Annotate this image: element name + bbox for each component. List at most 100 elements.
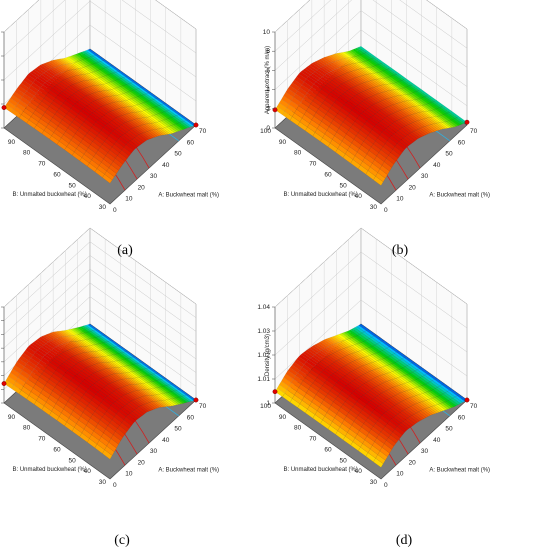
x-tick-label: 70 [199, 128, 207, 135]
surface-patch [381, 340, 392, 348]
panel-c: 0246810121401020304050607030405060708090… [0, 227, 219, 489]
surface-patch [366, 51, 377, 59]
surface-patch [140, 361, 151, 369]
z-tick-label: 4 [266, 87, 270, 94]
x-axis-title: A: Buckwheat malt (%) [429, 192, 490, 198]
design-point [464, 119, 470, 125]
z-tick-label: 2 [266, 106, 270, 113]
y-tick-label: 60 [53, 171, 61, 178]
x-tick-label: 0 [384, 207, 388, 214]
y-tick-label: 30 [370, 204, 378, 211]
z-tick-label: 1.02 [257, 352, 270, 359]
panel-label-a: (a) [117, 243, 133, 258]
x-tick-label: 70 [199, 403, 207, 410]
y-tick-label: 30 [99, 204, 107, 211]
surface-patch [170, 383, 182, 390]
x-tick-label: 50 [445, 426, 453, 433]
panel-label-d: (d) [396, 533, 413, 548]
design-point [193, 397, 199, 403]
surface-patch [125, 350, 136, 358]
x-tick-label: 20 [138, 184, 146, 191]
surface-patch [155, 372, 166, 379]
wall-gridline [274, 0, 468, 33]
response-surface [274, 46, 468, 186]
surface-patch [426, 94, 437, 102]
x-tick-label: 50 [174, 426, 182, 433]
x-tick-label: 50 [174, 151, 182, 158]
x-axis-title: A: Buckwheat malt (%) [158, 192, 219, 198]
z-tick-label: 0 [266, 125, 270, 132]
surface-patch [434, 100, 445, 107]
x-tick-label: 0 [113, 482, 117, 489]
x-tick-label: 10 [396, 196, 404, 203]
x-tick-label: 20 [409, 184, 417, 191]
y-tick-label: 80 [294, 425, 302, 432]
z-tick-label: 1 [266, 400, 270, 407]
design-point [272, 389, 278, 395]
surface-patch [117, 345, 129, 352]
y-tick-label: 70 [38, 161, 46, 168]
x-tick-label: 50 [445, 151, 453, 158]
y-tick-label: 90 [279, 414, 287, 421]
panel-label-c: (c) [114, 533, 130, 548]
surface-patch [178, 388, 189, 396]
y-tick-label: 60 [53, 446, 61, 453]
surface-patch [133, 81, 144, 88]
response-surface [3, 48, 197, 184]
y-tick-label: 90 [279, 139, 287, 146]
surface-patch [388, 345, 400, 353]
x-axis-title: A: Buckwheat malt (%) [158, 467, 219, 473]
y-tick-label: 50 [339, 457, 347, 464]
x-tick-label: 60 [458, 414, 466, 421]
x-tick-label: 20 [138, 459, 146, 466]
panel-a: 0102030400102030405060703040506070809010… [0, 0, 219, 214]
response-surface [3, 323, 197, 460]
y-tick-label: 50 [339, 182, 347, 189]
design-point [272, 107, 278, 113]
surface-patch [441, 383, 453, 391]
surface-patch [155, 97, 166, 105]
panel-b: 024681001020304050607030405060708090100A… [260, 0, 490, 214]
surface-patch [133, 356, 144, 363]
z-axis-title: Density (g/cm3) [265, 334, 271, 376]
z-tick-label: 10 [263, 29, 271, 36]
y-tick-label: 70 [309, 161, 317, 168]
z-tick-label: 8 [266, 48, 270, 55]
surface-patch [441, 105, 453, 113]
z-tick-label: 1.01 [257, 376, 270, 383]
wall-gridline [274, 0, 468, 71]
y-tick-label: 90 [8, 139, 16, 146]
y-tick-label: 80 [23, 425, 31, 432]
y-tick-label: 60 [324, 446, 332, 453]
design-point [1, 105, 7, 110]
design-point [464, 397, 470, 403]
y-tick-label: 100 [260, 128, 271, 135]
x-tick-label: 10 [125, 196, 133, 203]
x-tick-label: 10 [396, 471, 404, 478]
panel-label-b: (b) [392, 243, 409, 258]
surface-patch [388, 67, 400, 75]
y-tick-label: 40 [355, 468, 363, 475]
design-point [1, 381, 7, 386]
y-axis-title: B: Unmalted buckwheat (%) [13, 192, 87, 198]
surface-patch [148, 92, 159, 99]
response-surface [274, 323, 468, 468]
y-tick-label: 30 [370, 479, 378, 486]
y-tick-label: 80 [23, 150, 31, 157]
surface-patch [449, 111, 460, 118]
x-tick-label: 60 [187, 139, 195, 146]
x-tick-label: 70 [470, 128, 478, 135]
y-tick-label: 100 [260, 403, 271, 410]
y-tick-label: 40 [355, 193, 363, 200]
x-tick-label: 0 [113, 207, 117, 214]
wall-gridline [3, 0, 197, 33]
z-tick-label: 6 [266, 67, 270, 74]
x-tick-label: 70 [470, 403, 478, 410]
x-tick-label: 30 [150, 173, 158, 180]
x-tick-label: 60 [458, 139, 466, 146]
surface-patch [381, 62, 392, 69]
design-point [193, 122, 199, 128]
y-tick-label: 50 [68, 457, 76, 464]
surface-patch [140, 86, 151, 94]
